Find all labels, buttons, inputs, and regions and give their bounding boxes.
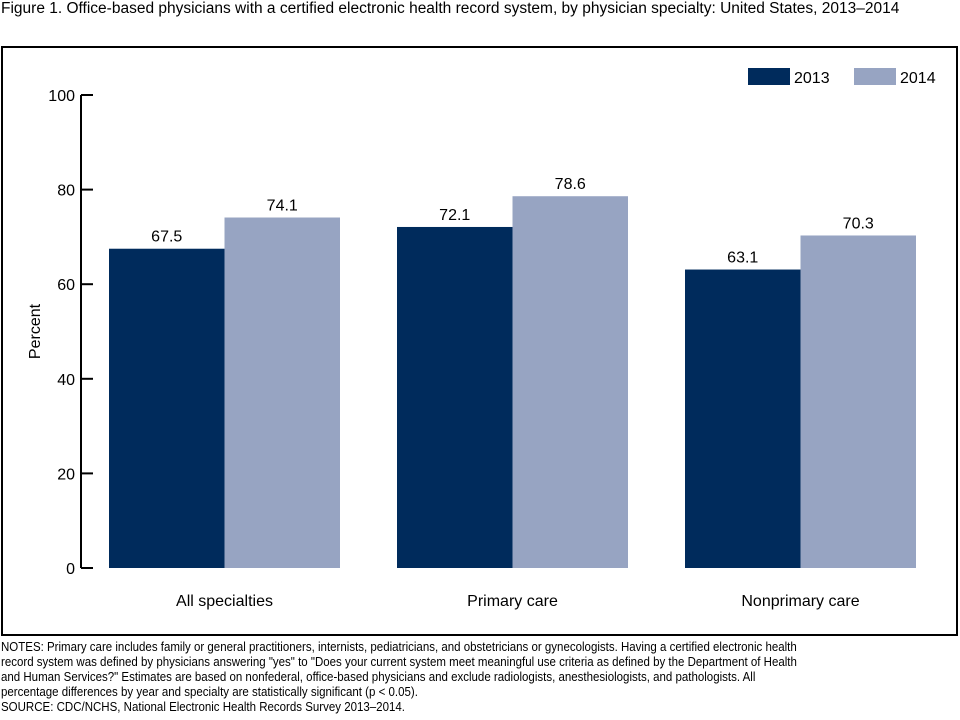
- bar-2014: [800, 235, 916, 568]
- y-tick-label: 40: [57, 372, 75, 389]
- data-label: 63.1: [727, 250, 758, 267]
- notes-line: percentage differences by year and speci…: [1, 685, 418, 699]
- figure-title: Figure 1. Office-based physicians with a…: [1, 0, 900, 17]
- data-label: 78.6: [555, 176, 586, 193]
- y-tick-label: 0: [66, 561, 75, 578]
- bar-2013: [397, 226, 513, 569]
- legend-swatch-2014: [854, 68, 896, 85]
- notes: NOTES: Primary care includes family or g…: [1, 640, 949, 715]
- x-tick-label: Nonprimary care: [741, 593, 859, 610]
- data-label: 74.1: [267, 198, 298, 215]
- bar-2013: [109, 248, 225, 568]
- chart-frame: [1, 46, 958, 636]
- x-tick-label: Primary care: [467, 593, 558, 610]
- source-line: SOURCE: CDC/NCHS, National Electronic He…: [1, 700, 405, 714]
- legend-swatch-2013: [748, 68, 790, 85]
- data-label: 72.1: [439, 207, 470, 224]
- bar-2014: [512, 196, 628, 569]
- legend-label: 2014: [900, 70, 936, 87]
- y-axis-label: Percent: [27, 303, 44, 359]
- legend-label: 2013: [794, 70, 830, 87]
- y-tick-label: 20: [57, 466, 75, 483]
- data-label: 67.5: [151, 229, 182, 246]
- notes-line: record system was defined by physicians …: [1, 655, 797, 669]
- y-tick-label: 60: [57, 277, 75, 294]
- x-tick-label: All specialties: [176, 593, 273, 610]
- notes-line: NOTES: Primary care includes family or g…: [1, 640, 797, 654]
- bar-2013: [685, 269, 801, 568]
- notes-line: and Human Services?" Estimates are based…: [1, 670, 756, 684]
- y-tick-label: 100: [48, 88, 75, 105]
- y-tick-label: 80: [57, 183, 75, 200]
- bar-2014: [224, 217, 340, 568]
- data-label: 70.3: [843, 215, 874, 232]
